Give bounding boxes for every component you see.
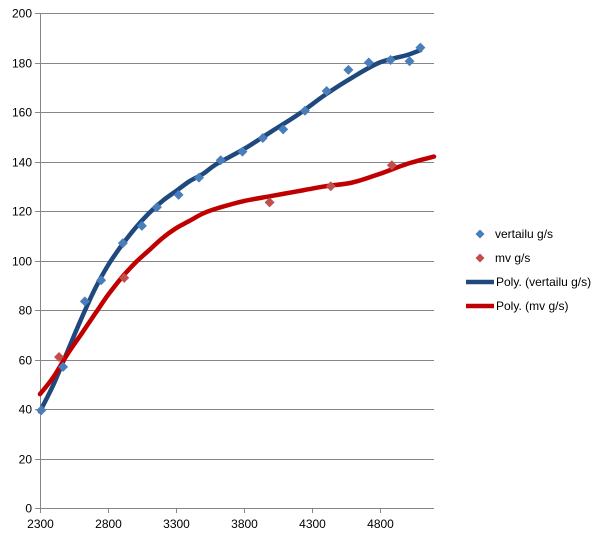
series-0-point-11 [257,132,268,143]
series-0-point-8 [193,172,204,183]
x-tick-label: 2300 [27,517,54,531]
series-line-2 [37,47,423,414]
legend-marker-1 [475,253,485,263]
series-1-point-1 [119,272,130,283]
series-0-point-2 [79,296,90,307]
x-tick-label: 2800 [95,517,122,531]
series-0-point-9 [215,155,226,166]
series-0-point-1 [58,361,69,372]
y-tick-label: 120 [12,205,32,219]
y-tick-label: 100 [12,255,32,269]
series-0-point-5 [136,220,147,231]
series-0-point-4 [117,238,128,249]
series-0-point-19 [415,42,426,53]
legend-label-3: Poly. (mv g/s) [496,299,568,313]
grid-layer [40,13,434,509]
axis-layer: 0 20 40 60 80 100 120 140 160 180 200 2300 2800 3300 3… [12,7,394,532]
series-0-point-13 [299,105,310,116]
y-tick-label: 60 [19,354,33,368]
series-0-point-17 [385,55,396,66]
series-1-point-0 [54,352,65,363]
y-tick-label: 0 [25,502,32,516]
series-0-point-15 [343,64,354,75]
x-tick-label: 3300 [163,517,190,531]
series-layer [36,42,437,416]
y-tick-label: 80 [19,304,33,318]
series-0-point-6 [151,202,162,213]
legend-label-1: mv g/s [495,251,530,265]
legend-layer: vertailu g/s mv g/s Poly. (vertailu g/s) Po… [466,227,591,313]
x-tick-label: 4800 [367,517,394,531]
series-0-point-3 [96,275,107,286]
y-tick-label: 160 [12,106,32,120]
series-0-point-18 [404,56,415,67]
series-0-point-7 [173,189,184,200]
y-tick-label: 140 [12,156,32,170]
series-1-point-3 [325,181,336,192]
y-tick-label: 180 [12,57,32,71]
series-1-point-4 [386,160,397,171]
legend-label-0: vertailu g/s [495,227,553,241]
y-tick-label: 20 [19,453,33,467]
series-0-point-12 [278,124,289,135]
series-0-point-0 [36,405,47,416]
series-1-point-2 [264,197,275,208]
legend-marker-0 [475,229,485,239]
y-tick-label: 40 [19,403,33,417]
y-tick-label: 200 [12,7,32,21]
x-tick-label: 4300 [299,517,326,531]
series-line-3 [37,154,437,397]
series-0-point-14 [321,85,332,96]
series-0-point-10 [237,146,248,157]
legend-label-2: Poly. (vertailu g/s) [496,275,591,289]
series-0-point-16 [363,57,374,68]
x-tick-label: 3800 [231,517,258,531]
